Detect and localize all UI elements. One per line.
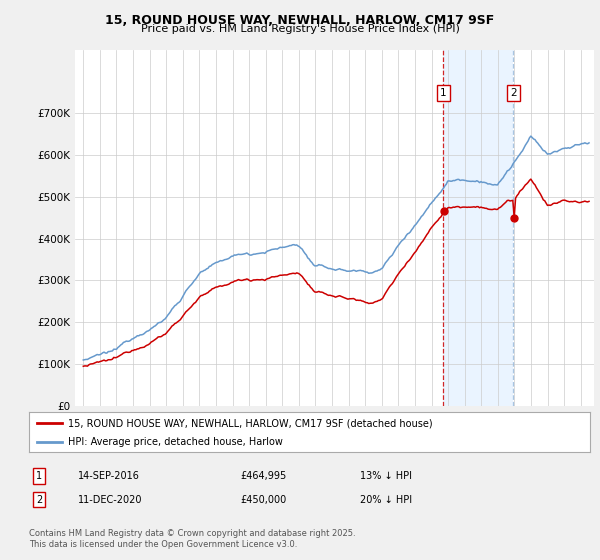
Text: 1: 1 bbox=[440, 88, 446, 98]
Text: 11-DEC-2020: 11-DEC-2020 bbox=[78, 494, 143, 505]
Text: Price paid vs. HM Land Registry's House Price Index (HPI): Price paid vs. HM Land Registry's House … bbox=[140, 24, 460, 34]
Text: 2: 2 bbox=[36, 494, 42, 505]
Text: £450,000: £450,000 bbox=[240, 494, 286, 505]
Bar bbox=[443, 50, 514, 406]
Text: Contains HM Land Registry data © Crown copyright and database right 2025.
This d: Contains HM Land Registry data © Crown c… bbox=[29, 529, 355, 549]
Text: 15, ROUND HOUSE WAY, NEWHALL, HARLOW, CM17 9SF: 15, ROUND HOUSE WAY, NEWHALL, HARLOW, CM… bbox=[106, 14, 494, 27]
Text: 2: 2 bbox=[510, 88, 517, 98]
Text: £464,995: £464,995 bbox=[240, 471, 286, 481]
Text: 14-SEP-2016: 14-SEP-2016 bbox=[78, 471, 140, 481]
Text: 20% ↓ HPI: 20% ↓ HPI bbox=[360, 494, 412, 505]
Text: HPI: Average price, detached house, Harlow: HPI: Average price, detached house, Harl… bbox=[68, 437, 283, 447]
Text: 13% ↓ HPI: 13% ↓ HPI bbox=[360, 471, 412, 481]
Text: 1: 1 bbox=[36, 471, 42, 481]
Text: 15, ROUND HOUSE WAY, NEWHALL, HARLOW, CM17 9SF (detached house): 15, ROUND HOUSE WAY, NEWHALL, HARLOW, CM… bbox=[68, 418, 433, 428]
